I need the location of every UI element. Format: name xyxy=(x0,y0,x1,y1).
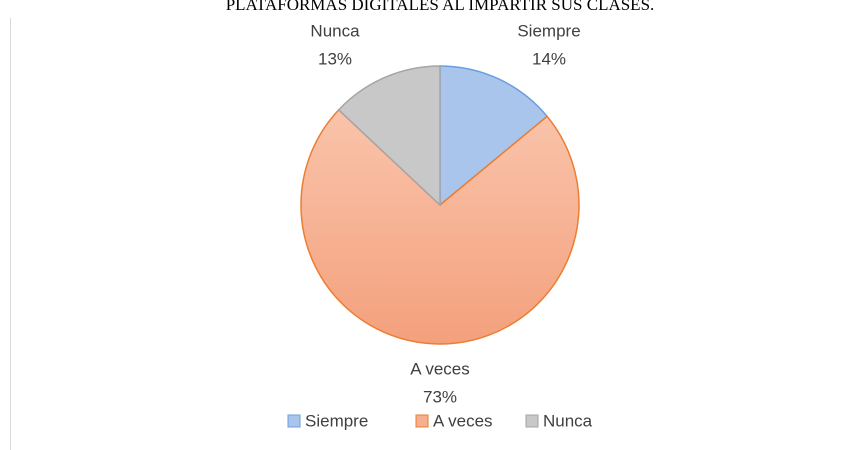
data-label-value: 14% xyxy=(532,49,566,68)
data-label-category: Nunca xyxy=(310,21,360,40)
pie-slice xyxy=(300,108,580,345)
legend-label: A veces xyxy=(433,411,493,430)
legend-swatch xyxy=(287,414,301,428)
legend-swatch xyxy=(415,414,429,428)
data-label-category: A veces xyxy=(410,359,470,378)
pie-slice xyxy=(337,65,441,207)
legend-swatch xyxy=(525,414,539,428)
data-label-category: Siempre xyxy=(517,21,580,40)
legend-label: Siempre xyxy=(305,411,368,430)
legend-label: Nunca xyxy=(543,411,593,430)
data-label-value: 73% xyxy=(423,387,457,406)
chart-title: PLATAFORMAS DIGITALES AL IMPARTIR SUS CL… xyxy=(226,0,655,14)
pie-slice xyxy=(439,65,549,207)
data-label-value: 13% xyxy=(318,49,352,68)
